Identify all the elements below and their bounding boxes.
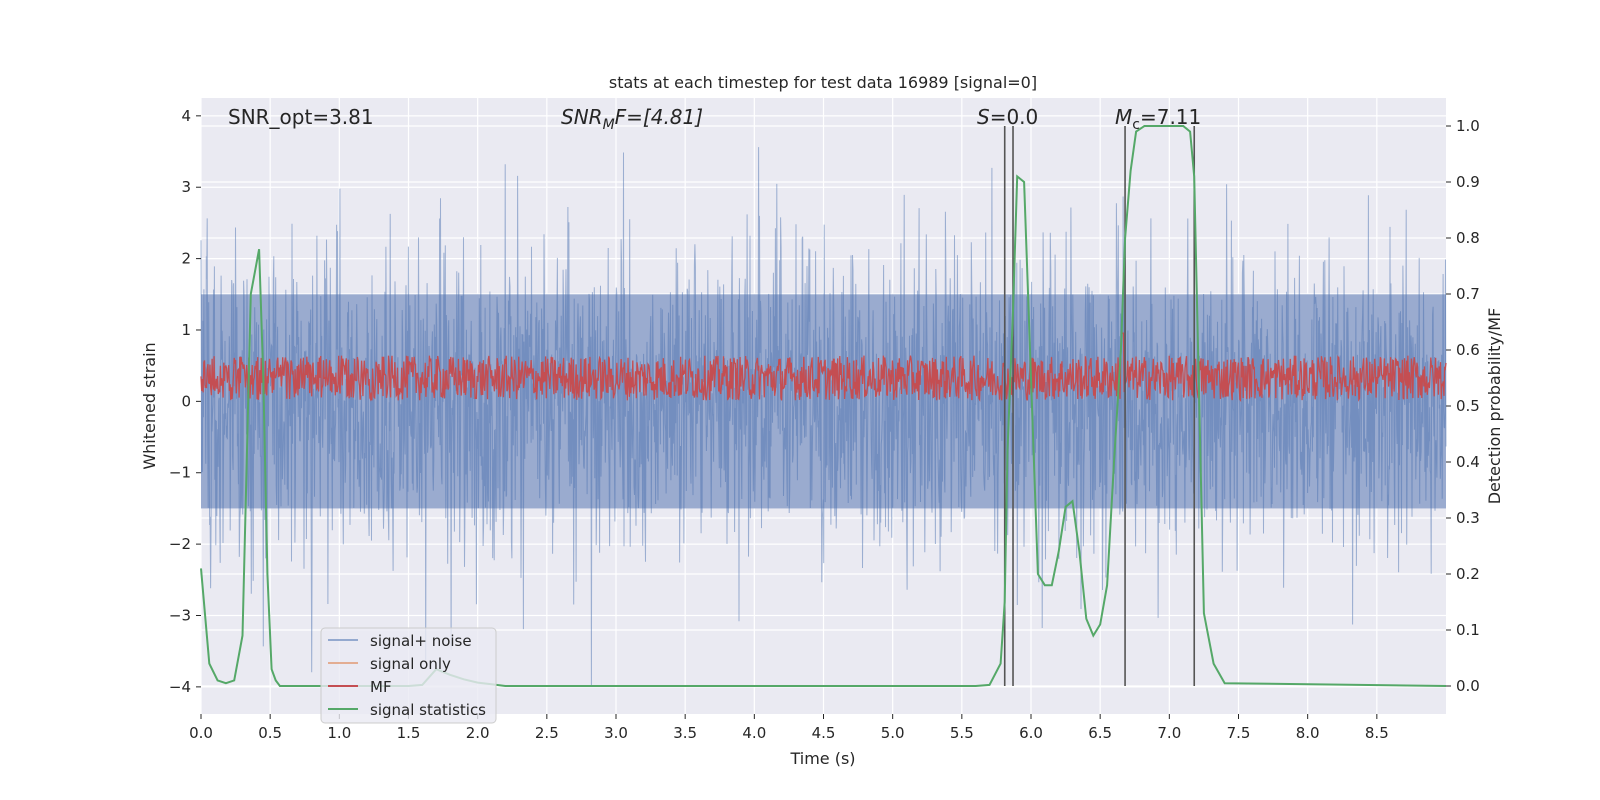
- y-left-tick-label: −1: [169, 464, 191, 482]
- mf-series: [200, 332, 1447, 403]
- chart-title: stats at each timestep for test data 169…: [609, 73, 1037, 92]
- y-right-tick-label: 0.3: [1456, 509, 1480, 527]
- x-tick-label: 7.0: [1157, 724, 1181, 742]
- x-tick-label: 8.5: [1365, 724, 1389, 742]
- y-right-tick-label: 0.7: [1456, 285, 1480, 303]
- x-tick-label: 2.5: [535, 724, 559, 742]
- x-axis-ticks: 0.0 0.5 1.0 1.5 2.0 2.5 3.0 3.5 4.0 4.5 5.0 5.5 6.0 6…: [189, 714, 1389, 742]
- x-tick-label: 0.5: [258, 724, 282, 742]
- x-tick-label: 4.5: [812, 724, 836, 742]
- signal-statistics-line: [200, 125, 1447, 687]
- x-tick-label: 5.5: [950, 724, 974, 742]
- legend-label-signal-only: signal only: [370, 655, 451, 673]
- y-left-tick-label: 4: [181, 107, 191, 125]
- x-tick-label: 3.5: [673, 724, 697, 742]
- legend-label-signal-noise: signal+ noise: [370, 632, 472, 650]
- snr-opt-annotation: SNR_opt=3.81: [228, 105, 374, 129]
- legend: signal+ noise signal only MF signal stat…: [320, 627, 497, 724]
- mc-sub: c: [1132, 117, 1140, 133]
- snr-mf-annotation: SNRMF=[4.81]: [561, 105, 703, 133]
- x-tick-label: 6.5: [1088, 724, 1112, 742]
- x-tick-label: 4.0: [742, 724, 766, 742]
- s-annotation: S=0.0: [977, 105, 1038, 129]
- signal-noise-series: [200, 147, 1447, 687]
- y-right-tick-label: 0.6: [1456, 341, 1480, 359]
- y-axis-left-ticks: −4 −3 −2 −1 0 1 2 3 4: [169, 107, 201, 696]
- y-right-tick-label: 0.5: [1456, 397, 1480, 415]
- snr-mf-tail: F=[4.81]: [615, 105, 703, 129]
- y-right-tick-label: 0.1: [1456, 621, 1480, 639]
- y-right-tick-label: 0.8: [1456, 229, 1480, 247]
- s-tail: =0.0: [990, 105, 1039, 129]
- y-axis-left-label: Whitened strain: [140, 342, 159, 469]
- x-tick-label: 2.0: [466, 724, 490, 742]
- s-main: S: [977, 105, 990, 129]
- mf-line: [200, 332, 1447, 403]
- y-right-tick-label: 1.0: [1456, 117, 1480, 135]
- y-axis-right-label: Detection probability/MF: [1485, 308, 1504, 505]
- x-tick-label: 1.5: [397, 724, 421, 742]
- x-tick-label: 5.0: [881, 724, 905, 742]
- x-tick-label: 6.0: [1019, 724, 1043, 742]
- mc-tail: =7.11: [1140, 105, 1201, 129]
- x-tick-label: 1.0: [327, 724, 351, 742]
- y-right-tick-label: 0.2: [1456, 565, 1480, 583]
- snr-mf-sub: M: [603, 117, 615, 133]
- legend-box: [320, 627, 497, 724]
- signal-noise-line: [200, 147, 1447, 687]
- signal-statistics-series: [200, 125, 1447, 687]
- y-left-tick-label: 2: [181, 250, 191, 268]
- x-tick-label: 3.0: [604, 724, 628, 742]
- y-left-tick-label: 3: [181, 178, 191, 196]
- y-right-tick-label: 0.9: [1456, 173, 1480, 191]
- y-right-tick-label: 0.4: [1456, 453, 1480, 471]
- y-left-tick-label: −2: [169, 535, 191, 553]
- legend-label-signal-statistics: signal statistics: [370, 701, 486, 719]
- y-left-tick-label: −3: [169, 606, 191, 624]
- x-axis-label: Time (s): [789, 749, 855, 768]
- y-right-tick-label: 0.0: [1456, 677, 1480, 695]
- y-left-tick-label: 1: [181, 321, 191, 339]
- legend-label-mf: MF: [370, 678, 392, 696]
- x-tick-label: 0.0: [189, 724, 213, 742]
- y-left-tick-label: −4: [169, 678, 191, 696]
- mc-main: M: [1115, 105, 1132, 129]
- y-axis-right-ticks: 0.0 0.1 0.2 0.3 0.4 0.5 0.6 0.7 0.8 0.9 1.0: [1446, 117, 1480, 695]
- x-tick-label: 8.0: [1296, 724, 1320, 742]
- y-left-tick-label: 0: [181, 392, 191, 410]
- snr-mf-main: SNR: [561, 105, 603, 129]
- mc-annotation: Mc=7.11: [1115, 105, 1201, 133]
- x-tick-label: 7.5: [1227, 724, 1251, 742]
